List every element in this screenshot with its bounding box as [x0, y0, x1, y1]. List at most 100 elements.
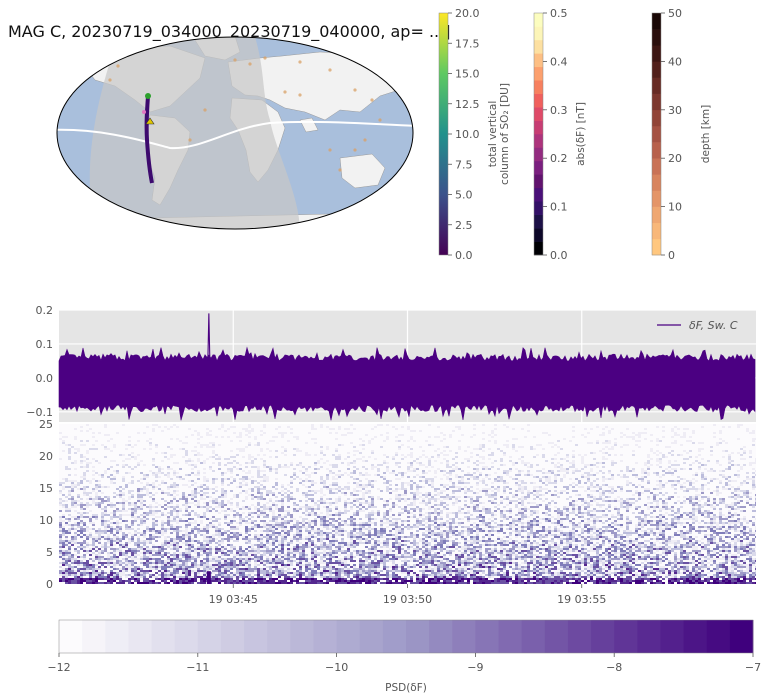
- spectrogram-cell: [479, 462, 482, 464]
- spectrogram-cell: [638, 536, 641, 538]
- spectrogram-cell: [437, 492, 440, 494]
- spectrogram-cell: [569, 504, 572, 506]
- spectrogram-cell: [611, 478, 614, 480]
- spectrogram-cell: [473, 476, 476, 478]
- spectrogram-cell: [473, 478, 476, 480]
- spectrogram-cell: [257, 482, 260, 484]
- spectrogram-cell: [491, 526, 494, 528]
- spectrogram-cell: [560, 478, 563, 480]
- spectrogram-cell: [554, 464, 557, 466]
- spectrogram-cell: [221, 472, 224, 474]
- spectrogram-cell: [428, 506, 431, 508]
- spectrogram-cell: [542, 534, 545, 536]
- spectrogram-cell: [89, 534, 92, 536]
- spectrogram-cell: [740, 454, 743, 456]
- spectrogram-cell: [77, 526, 80, 528]
- spectrogram-cell: [689, 524, 692, 526]
- spectrogram-cell: [209, 526, 212, 528]
- spectrogram-cell: [497, 476, 500, 478]
- spectrogram-cell: [698, 522, 701, 524]
- spectrogram-cell: [377, 534, 380, 536]
- spectrogram-cell: [683, 450, 686, 452]
- spectrogram-cell: [488, 524, 491, 526]
- spectrogram-cell: [308, 512, 311, 514]
- spectrogram-cell: [620, 514, 623, 516]
- spectrogram-cell: [416, 494, 419, 496]
- spectrogram-cell: [383, 476, 386, 478]
- spectrogram-cell: [212, 516, 215, 518]
- spectrogram-cell: [410, 462, 413, 464]
- spectrogram-cell: [65, 538, 68, 540]
- spectrogram-cell: [743, 490, 746, 492]
- spectrogram-cell: [218, 456, 221, 458]
- spectrogram-cell: [206, 446, 209, 448]
- spectrogram-cell: [509, 524, 512, 526]
- spectrogram-cell: [272, 514, 275, 516]
- spectrogram-cell: [404, 508, 407, 510]
- spectrogram-cell: [698, 448, 701, 450]
- spectrogram-cell: [617, 534, 620, 536]
- spectrogram-cell: [332, 524, 335, 526]
- spectrogram-cell: [221, 494, 224, 496]
- spectrogram-cell: [221, 488, 224, 490]
- spectrogram-cell: [161, 524, 164, 526]
- spectrogram-cell: [215, 520, 218, 522]
- spectrogram-cell: [257, 526, 260, 528]
- spectrogram-cell: [278, 510, 281, 512]
- spectrogram-cell: [209, 456, 212, 458]
- colorbar-absdf-step: [534, 174, 543, 189]
- spectrogram-cell: [722, 524, 725, 526]
- spectrogram-cell: [197, 514, 200, 516]
- colorbar-absdf-tick-label: 0.4: [550, 55, 568, 68]
- spectrogram-cell: [533, 512, 536, 514]
- spectrogram-cell: [305, 480, 308, 482]
- spectrogram-cell: [299, 522, 302, 524]
- spectrogram-cell: [698, 500, 701, 502]
- spectrogram-cell: [104, 424, 107, 426]
- spectrogram-cell: [548, 518, 551, 520]
- spectrogram-cell: [434, 526, 437, 528]
- spectrogram-cell: [656, 454, 659, 456]
- spectrogram-cell: [662, 506, 665, 508]
- spectrogram-cell: [725, 478, 728, 480]
- spectrogram-cell: [335, 530, 338, 532]
- spectrogram-cell: [533, 506, 536, 508]
- spectrogram-cell: [443, 470, 446, 472]
- spectrogram-cell: [536, 510, 539, 512]
- spectrogram-cell: [401, 476, 404, 478]
- spectrogram-cell: [527, 462, 530, 464]
- spectrogram-cell: [68, 452, 71, 454]
- spectrogram-cell: [437, 526, 440, 528]
- spectrogram-cell: [473, 424, 476, 426]
- spectrogram-cell: [749, 464, 752, 466]
- spectrogram-cell: [227, 530, 230, 532]
- spectrogram-cell: [425, 518, 428, 520]
- spectrogram-cell: [359, 534, 362, 536]
- spectrogram-cell: [407, 498, 410, 500]
- spectrogram-cell: [62, 488, 65, 490]
- spectrogram-cell: [281, 526, 284, 528]
- spectrogram-cell: [518, 446, 521, 448]
- spectrogram-cell: [575, 514, 578, 516]
- spectrogram-cell: [692, 526, 695, 528]
- spectrogram-cell: [452, 520, 455, 522]
- volcano-marker: [353, 88, 357, 92]
- spectrogram-cell: [638, 484, 641, 486]
- spectrogram-cell: [284, 464, 287, 466]
- spectrogram-cell: [461, 534, 464, 536]
- spectrogram-cell: [554, 494, 557, 496]
- spectrogram-cell: [170, 502, 173, 504]
- spectrogram-cell: [620, 534, 623, 536]
- spectrogram-cell: [227, 500, 230, 502]
- spectrogram-cell: [386, 488, 389, 490]
- spectrogram-cell: [80, 504, 83, 506]
- spectrogram-cell: [299, 526, 302, 528]
- spectrogram-cell: [464, 526, 467, 528]
- spectrogram-cell: [356, 490, 359, 492]
- spectrogram-cell: [605, 484, 608, 486]
- spectrogram-cell: [440, 534, 443, 536]
- spectrogram-cell: [407, 482, 410, 484]
- spectrogram-cell: [308, 536, 311, 538]
- spectrogram-cell: [494, 472, 497, 474]
- spectrogram-cell: [428, 508, 431, 510]
